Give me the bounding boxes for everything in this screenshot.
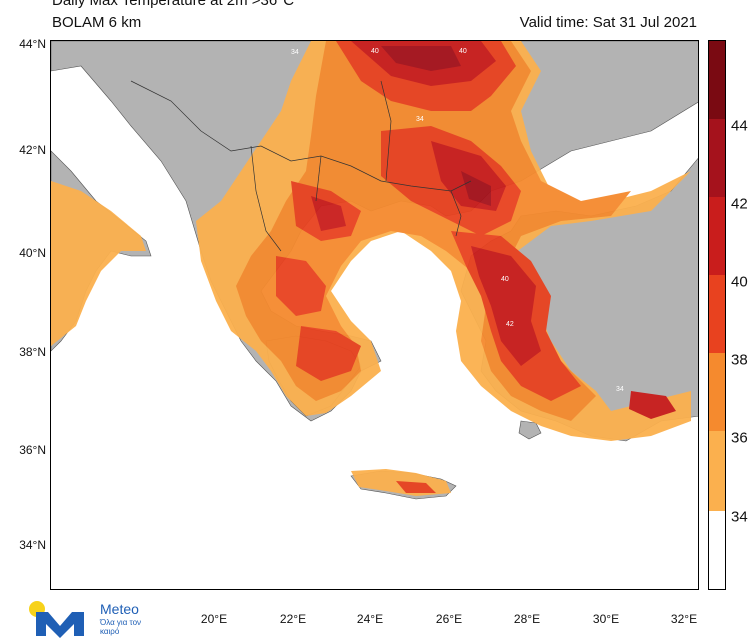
lat-label: 44°N — [19, 37, 46, 51]
meteo-logo: Meteo Όλα για τον καιρό — [22, 592, 162, 638]
contour-label: 34 — [416, 116, 424, 123]
rhodes-land — [518, 420, 542, 440]
meteo-logo-icon — [29, 601, 84, 638]
contour-label: 40 — [371, 48, 379, 55]
lon-label: 22°E — [279, 612, 307, 626]
temperature-map: 40 40 34 34 40 42 34 — [50, 40, 699, 590]
model-label: BOLAM 6 km — [52, 14, 142, 31]
contour-label: 42 — [506, 321, 514, 328]
colorbar-segment — [709, 41, 725, 119]
valid-time: Valid time: Sat 31 Jul 2021 — [519, 14, 697, 31]
map-title: Daily Max Temperature at 2m >36°C — [52, 0, 295, 9]
contour-labels: 40 40 34 34 40 42 34 — [291, 48, 624, 393]
colorbar — [708, 40, 726, 590]
contour-label: 34 — [291, 49, 299, 56]
country-borders — [130, 80, 472, 252]
lat-label: 42°N — [19, 143, 46, 157]
meteo-slogan: Όλα για τον καιρό — [100, 618, 142, 636]
meteo-brand: Meteo — [100, 601, 139, 617]
contour-label: 34 — [616, 386, 624, 393]
lon-label: 24°E — [356, 612, 384, 626]
colorbar-label: 40 — [731, 273, 748, 291]
colorbar-segment — [709, 197, 725, 275]
lon-label: 28°E — [513, 612, 541, 626]
colorbar-segment — [709, 431, 725, 511]
lat-label: 34°N — [19, 538, 46, 552]
lat-label: 36°N — [19, 443, 46, 457]
colorbar-segment — [709, 511, 725, 589]
lon-label: 32°E — [670, 612, 698, 626]
colorbar-segment — [709, 119, 725, 197]
contour-label: 40 — [501, 276, 509, 283]
lat-label: 40°N — [19, 246, 46, 260]
lon-label: 30°E — [592, 612, 620, 626]
colorbar-label: 34 — [731, 508, 748, 526]
map-canvas: 40 40 34 34 40 42 34 — [51, 41, 698, 500]
colorbar-label: 36 — [731, 429, 748, 447]
colorbar-segment — [709, 353, 725, 431]
contour-label: 40 — [459, 48, 467, 55]
colorbar-segment — [709, 275, 725, 353]
lat-label: 38°N — [19, 345, 46, 359]
lon-label: 26°E — [435, 612, 463, 626]
colorbar-label: 42 — [731, 195, 748, 213]
lon-label: 20°E — [200, 612, 228, 626]
temperature-fill — [51, 41, 691, 496]
colorbar-label: 44 — [731, 117, 748, 135]
colorbar-label: 38 — [731, 351, 748, 369]
